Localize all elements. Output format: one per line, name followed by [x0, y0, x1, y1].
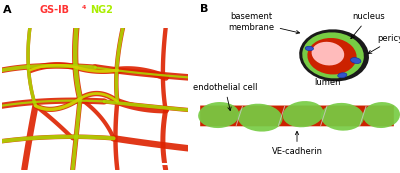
Text: B: B	[200, 4, 208, 14]
Ellipse shape	[307, 38, 357, 74]
Ellipse shape	[363, 102, 400, 128]
Ellipse shape	[283, 101, 324, 127]
Text: A: A	[3, 5, 12, 15]
Text: NG2: NG2	[90, 5, 113, 15]
Ellipse shape	[299, 29, 369, 81]
Text: pericyte: pericyte	[368, 34, 400, 53]
Ellipse shape	[338, 73, 347, 78]
Ellipse shape	[198, 102, 239, 128]
Ellipse shape	[237, 104, 282, 132]
Ellipse shape	[321, 103, 364, 131]
Ellipse shape	[312, 42, 344, 65]
Text: VE-cadherin: VE-cadherin	[272, 131, 322, 156]
Text: nucleus: nucleus	[351, 12, 386, 39]
Text: lumen: lumen	[315, 58, 341, 87]
Ellipse shape	[305, 46, 314, 51]
Text: endothelial cell: endothelial cell	[193, 83, 257, 111]
Text: GS-IB: GS-IB	[40, 5, 70, 15]
FancyBboxPatch shape	[200, 106, 394, 126]
Ellipse shape	[302, 32, 364, 78]
Ellipse shape	[350, 58, 361, 63]
Text: basement
membrane: basement membrane	[229, 12, 300, 34]
Text: 4: 4	[82, 5, 86, 10]
